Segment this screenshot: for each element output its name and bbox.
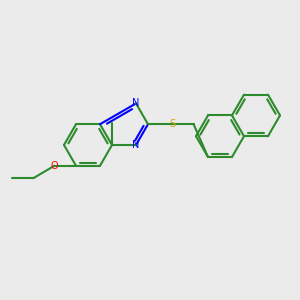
Text: N: N [132,140,140,150]
Text: N: N [132,98,140,108]
Text: S: S [169,119,175,129]
Text: O: O [51,161,58,171]
